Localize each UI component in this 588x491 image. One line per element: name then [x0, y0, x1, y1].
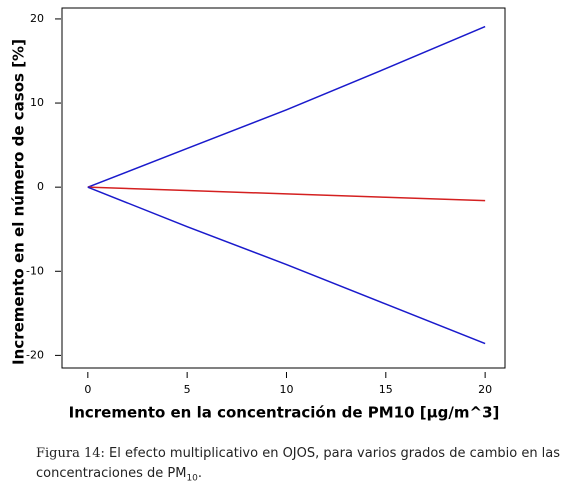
- y-tick-label: 0: [37, 180, 44, 193]
- y-tick-label: 10: [30, 96, 44, 109]
- y-axis-label: Incremento en el número de casos [%]: [10, 39, 28, 365]
- x-tick-label: 20: [478, 383, 492, 396]
- data-line: [87, 25, 486, 188]
- data-line: [87, 186, 486, 202]
- x-tick-label: 15: [379, 383, 393, 396]
- caption-text: El efecto multiplicativo en OJOS, para v…: [36, 446, 561, 481]
- caption: Figura 14: El efecto multiplicativo en O…: [36, 444, 584, 489]
- x-tick-label: 5: [184, 383, 191, 396]
- y-tick-label: -20: [26, 348, 44, 361]
- plot-frame: [61, 7, 506, 369]
- chart: Incremento en la concentración de PM10 […: [10, 7, 506, 422]
- x-axis-label: Incremento en la concentración de PM10 […: [69, 404, 500, 422]
- data-line: [87, 186, 486, 345]
- caption-end: .: [197, 466, 203, 481]
- y-tick-label: -10: [26, 264, 44, 277]
- x-tick-label: 0: [84, 383, 91, 396]
- caption-label: Figura 14:: [36, 446, 105, 461]
- caption-subscript: 10: [186, 473, 198, 484]
- y-tick-label: 20: [30, 12, 44, 25]
- x-tick-label: 10: [279, 383, 293, 396]
